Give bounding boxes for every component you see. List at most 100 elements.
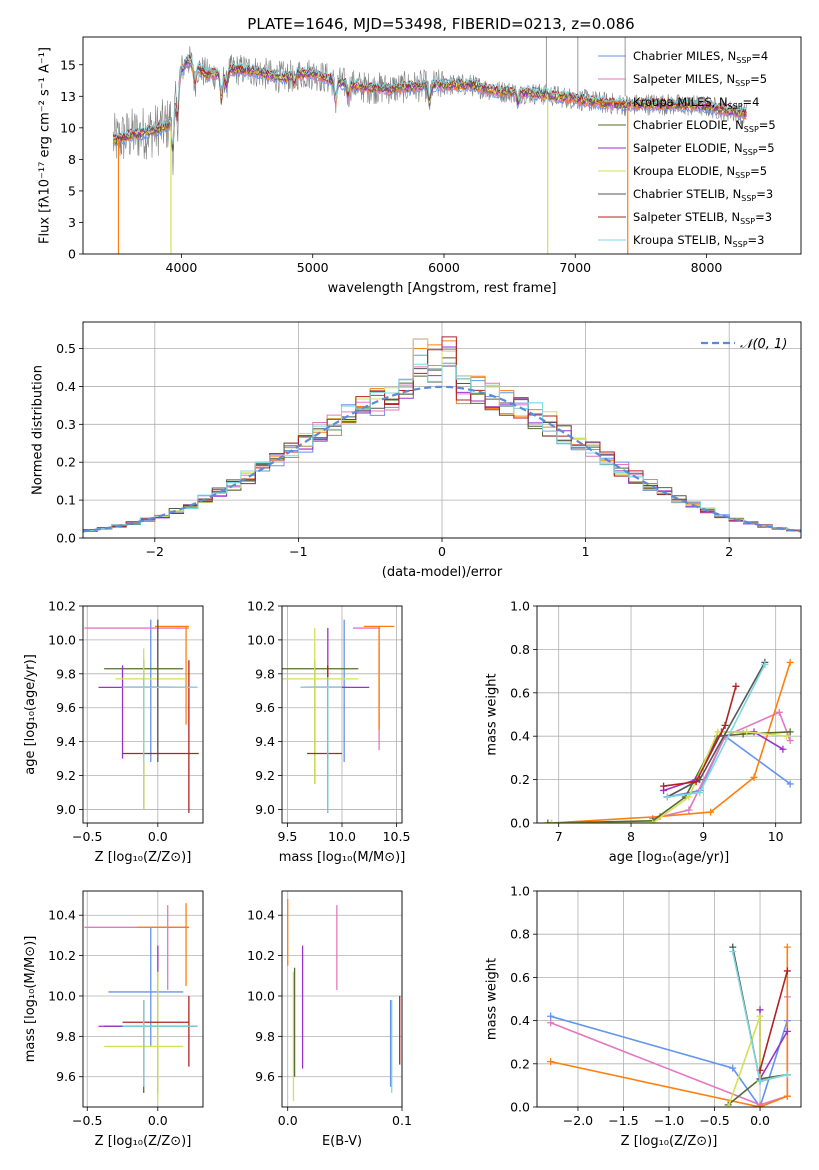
y-tick-label: 0.4 bbox=[56, 379, 76, 394]
x-tick-label: −2 bbox=[146, 544, 164, 559]
legend-label: Chabrier ELODIE, N bbox=[633, 118, 744, 132]
legend-entry: Chabrier MILES, NSSP=4 bbox=[633, 49, 768, 65]
axes-frame bbox=[281, 890, 403, 1108]
legend-subscript: SSP bbox=[736, 56, 751, 65]
y-tick-label: 0.6 bbox=[510, 970, 530, 985]
legend-subscript: SSP bbox=[744, 125, 759, 134]
x-tick-label: 5000 bbox=[297, 260, 329, 275]
x-tick-label: 0 bbox=[438, 544, 446, 559]
x-axis-label: (data-model)/error bbox=[382, 565, 503, 580]
legend-subscript: SSP bbox=[735, 79, 750, 88]
weight-line bbox=[663, 686, 737, 787]
mass-vs-ebv-panel: 0.0 0.1 9.6 9.8 10.0 10.2 10.4 E(B-V) bbox=[247, 890, 412, 1149]
legend-subscript: SSP bbox=[735, 171, 750, 180]
weight-series-kroupa-elodie bbox=[547, 728, 791, 823]
weight-marker bbox=[761, 661, 769, 669]
legend-subscript: SSP bbox=[740, 217, 755, 226]
legend-label: Chabrier MILES, N bbox=[633, 49, 736, 63]
axes-frame bbox=[82, 36, 802, 255]
y-tick-label: 3 bbox=[68, 215, 76, 230]
weight-series-chabrier-miles bbox=[547, 1012, 791, 1107]
weight-marker bbox=[729, 1064, 737, 1072]
y-axis-label: Flux [fλ10⁻¹⁷ erg cm⁻² s⁻¹ A⁻¹] bbox=[38, 47, 53, 244]
y-tick-label: 0.8 bbox=[510, 927, 530, 942]
y-tick-label: 9.8 bbox=[255, 666, 275, 681]
normal-curve bbox=[83, 385, 801, 533]
x-tick-label: 0.0 bbox=[148, 829, 168, 844]
weight-series-kroupa-miles bbox=[547, 658, 794, 823]
legend-subscript: SSP bbox=[728, 102, 743, 111]
y-tick-label: 0.2 bbox=[510, 772, 530, 787]
spectrum-panel: 4000 5000 6000 7000 8000 0 3 5 8 10 13 15 wavelength… bbox=[38, 36, 802, 296]
spectrum-plot-area bbox=[112, 37, 748, 254]
weight-vs-z-plot-area bbox=[547, 943, 791, 1107]
y-tick-label: 10.0 bbox=[247, 988, 275, 1003]
weight-line bbox=[667, 664, 766, 798]
y-tick-label: 10.2 bbox=[247, 948, 275, 963]
y-axis-label: Normed distribution bbox=[30, 365, 45, 495]
y-tick-label: 9.2 bbox=[56, 768, 76, 783]
weight-marker bbox=[685, 806, 693, 814]
legend-suffix: =5 bbox=[758, 141, 775, 155]
legend-entry: Salpeter ELODIE, NSSP=5 bbox=[633, 141, 775, 157]
weight-series-kroupa-elodie bbox=[724, 1012, 791, 1107]
errorbar-point-kroupa-miles bbox=[155, 625, 189, 725]
x-tick-label: −1.0 bbox=[654, 1113, 684, 1128]
weight-marker bbox=[743, 728, 751, 736]
y-tick-label: 9.0 bbox=[255, 802, 275, 817]
y-tick-label: 9.6 bbox=[56, 700, 76, 715]
weight-marker bbox=[649, 819, 657, 823]
x-tick-label: −1 bbox=[289, 544, 307, 559]
x-axis-label: mass [log₁₀(M/M⊙)] bbox=[279, 850, 406, 865]
weight-marker bbox=[724, 1103, 732, 1107]
x-tick-label: 7 bbox=[555, 829, 563, 844]
weight-marker bbox=[783, 967, 791, 975]
weight-marker bbox=[786, 728, 794, 736]
x-tick-label: 9.5 bbox=[278, 829, 298, 844]
weight-line bbox=[550, 1015, 789, 1107]
x-axis-label: E(B-V) bbox=[322, 1134, 362, 1149]
y-tick-label: 9.8 bbox=[56, 1029, 76, 1044]
x-tick-label: 10.0 bbox=[328, 829, 356, 844]
x-axis-label: Z [log₁₀(Z/Z⊙)] bbox=[95, 850, 192, 865]
x-tick-label: 10.5 bbox=[383, 829, 411, 844]
legend-suffix: =3 bbox=[748, 233, 765, 247]
y-tick-label: 15 bbox=[60, 57, 76, 72]
x-tick-label: 8000 bbox=[691, 260, 723, 275]
mass-vs-ebv-plot-area bbox=[287, 899, 401, 1101]
y-tick-label: 13 bbox=[60, 89, 76, 104]
weight-marker bbox=[783, 1071, 791, 1079]
weight-series-salpeter-miles bbox=[649, 708, 794, 823]
weight-marker bbox=[692, 778, 700, 786]
x-axis-label: Z [log₁₀(Z/Z⊙)] bbox=[621, 1134, 718, 1149]
weight-marker bbox=[729, 947, 737, 955]
weight-series-salpeter-stelib bbox=[660, 682, 740, 790]
data-spectrum bbox=[112, 46, 748, 176]
weight-vs-age-plot-area bbox=[544, 658, 794, 823]
y-tick-label: 10.2 bbox=[48, 948, 76, 963]
legend-label: Chabrier STELIB, N bbox=[633, 187, 741, 201]
x-tick-label: 2 bbox=[725, 544, 733, 559]
x-tick-label: −1.5 bbox=[608, 1113, 638, 1128]
x-tick-label: 0.0 bbox=[278, 1113, 298, 1128]
x-tick-label: 7000 bbox=[559, 260, 591, 275]
y-tick-label: 9.6 bbox=[255, 1069, 275, 1084]
errorbar-point-salpeter-miles bbox=[352, 626, 381, 751]
weight-marker bbox=[547, 819, 555, 823]
legend-label: Salpeter MILES, N bbox=[633, 72, 735, 86]
y-tick-label: 0.8 bbox=[510, 642, 530, 657]
weight-marker bbox=[783, 732, 791, 740]
weight-marker bbox=[779, 745, 787, 753]
y-tick-label: 10.4 bbox=[48, 908, 76, 923]
panels: 4000 5000 6000 7000 80000358101315wavelength… bbox=[23, 36, 802, 1149]
weight-marker bbox=[696, 789, 704, 797]
x-tick-label: −2.0 bbox=[563, 1113, 593, 1128]
errorbar-point-kroupa-miles bbox=[136, 903, 189, 986]
errorbar-point-salpeter-elodie bbox=[307, 628, 370, 759]
legend-suffix: =4 bbox=[743, 95, 760, 109]
mass-vs-z-panel: −0.5 0.0 9.6 9.8 10.0 10.2 10.4 Z [log₁₀(Z/Z⊙)]… bbox=[23, 890, 204, 1149]
age-vs-mass-plot-area bbox=[282, 619, 395, 813]
weight-line bbox=[727, 1016, 788, 1107]
legend-entry: 𝒩(0, 1) bbox=[740, 337, 787, 352]
